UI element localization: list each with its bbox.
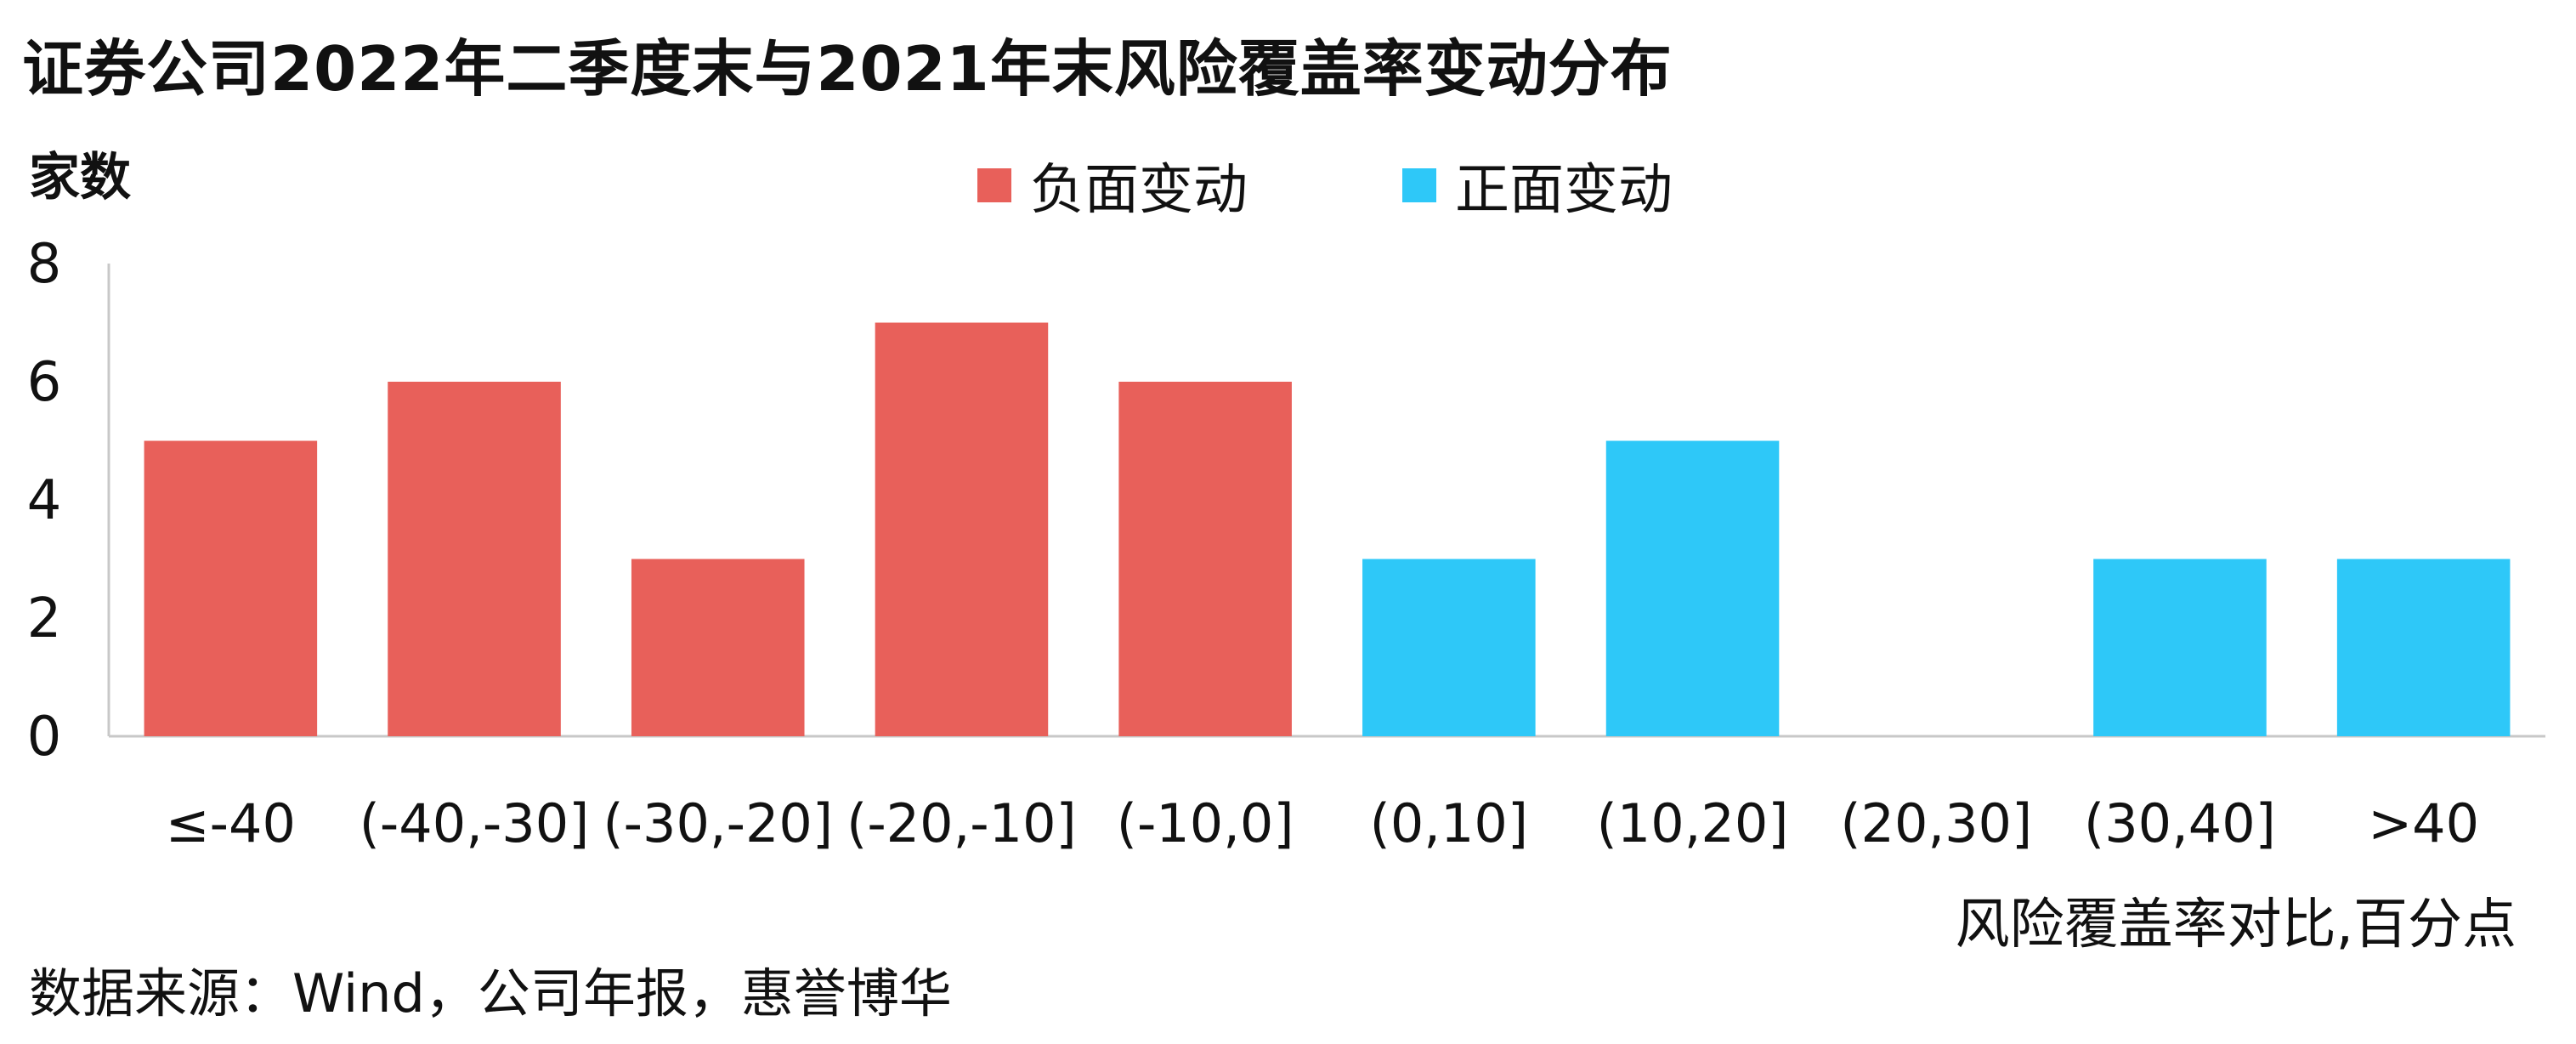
bar-negative-4 (1118, 382, 1292, 736)
bar-positive-5 (1362, 559, 1536, 736)
bar-negative-2 (631, 559, 805, 736)
x-tick-label-7: (20,30] (1840, 792, 2032, 854)
x-axis-label: 风险覆盖率对比,百分点 (1955, 894, 2517, 956)
bar-positive-6 (1605, 440, 1780, 736)
y-tick-label-8: 8 (27, 233, 62, 296)
x-tick-label-4: (-10,0] (1117, 792, 1294, 854)
legend: 负面变动 正面变动 (0, 146, 2576, 223)
y-axis-label: 家数 (29, 148, 131, 207)
x-tick-label-8: (30,40] (2084, 792, 2276, 854)
legend-item-positive: 正面变动 (1402, 146, 1673, 224)
y-tick-label-2: 2 (27, 587, 62, 650)
bar-negative-0 (144, 440, 318, 736)
y-tick-label-4: 4 (27, 469, 62, 532)
bar-positive-9 (2336, 559, 2511, 736)
legend-item-negative: 负面变动 (977, 146, 1248, 224)
bar-negative-1 (388, 382, 561, 736)
legend-swatch-negative (977, 168, 1011, 202)
bar-positive-8 (2093, 559, 2267, 736)
chart-title: 证券公司2022年二季度末与2021年末风险覆盖率变动分布 (22, 33, 1673, 105)
x-tick-label-6: (10,20] (1597, 792, 1789, 854)
source-note: 数据来源：Wind，公司年报，惠誉博华 (29, 962, 952, 1024)
bar-negative-3 (875, 322, 1049, 736)
legend-label-negative: 负面变动 (1030, 159, 1248, 222)
legend-swatch-positive (1402, 168, 1436, 202)
x-tick-label-2: (-30,-20] (603, 792, 833, 854)
x-tick-label-9: >40 (2368, 792, 2479, 854)
x-tick-label-5: (0,10] (1370, 792, 1528, 854)
x-tick-label-1: (-40,-30] (360, 792, 590, 854)
y-tick-label-6: 6 (27, 351, 62, 414)
y-tick-label-0: 0 (27, 706, 62, 769)
x-tick-label-3: (-20,-10] (846, 792, 1077, 854)
x-tick-label-0: ≤-40 (166, 792, 296, 854)
legend-label-positive: 正面变动 (1455, 159, 1673, 222)
